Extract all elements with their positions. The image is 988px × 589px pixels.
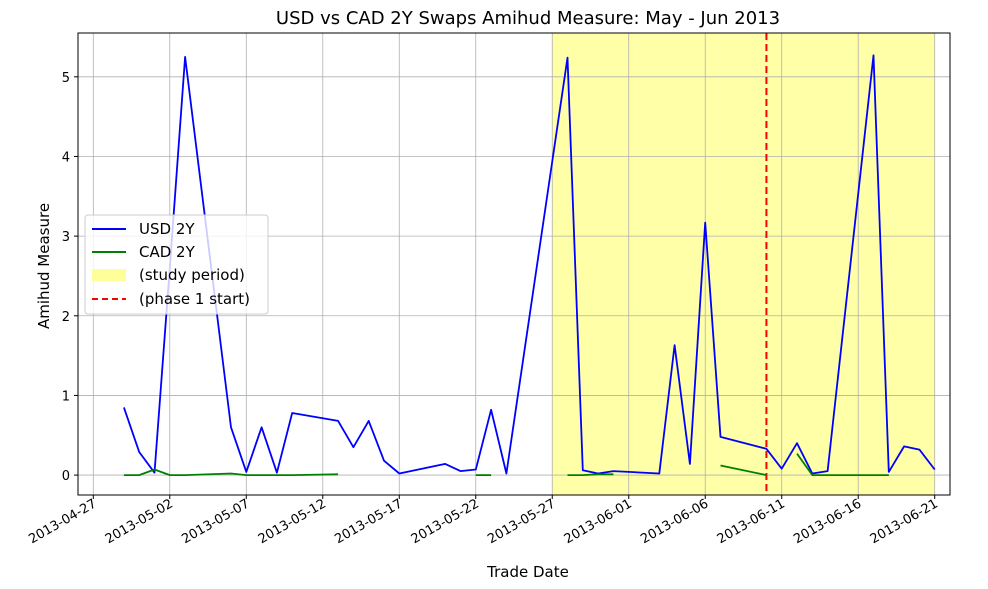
x-tick-label: 2013-05-22 <box>409 496 482 547</box>
x-tick-label: 2013-05-17 <box>332 496 405 547</box>
study-period-band <box>552 33 935 495</box>
y-tick-label: 0 <box>62 469 70 484</box>
x-tick-label: 2013-04-27 <box>26 496 99 547</box>
series-line-cad-2y <box>720 464 767 476</box>
study-period-region <box>552 33 935 495</box>
legend-box <box>84 214 269 315</box>
legend: USD 2Y CAD 2Y (study period) (phase 1 st… <box>84 214 269 315</box>
chart-title: USD vs CAD 2Y Swaps Amihud Measure: May … <box>276 8 780 29</box>
x-axis-title: Trade Date <box>486 563 569 581</box>
x-axis-ticks: 2013-04-27 2013-05-02 2013-05-07 2013-05-12… <box>26 495 941 547</box>
y-axis-ticks: 0 1 2 3 4 5 <box>62 71 78 484</box>
legend-label-usd: USD 2Y <box>139 220 195 238</box>
y-tick-label: 4 <box>62 150 70 165</box>
y-tick-label: 3 <box>62 230 70 245</box>
x-tick-label: 2013-06-21 <box>868 496 941 547</box>
y-tick-label: 1 <box>62 389 70 404</box>
legend-label-cad: CAD 2Y <box>139 243 196 261</box>
series-lines <box>123 54 936 477</box>
x-tick-label: 2013-05-07 <box>179 496 252 547</box>
series-line-cad-2y <box>567 473 614 477</box>
series-line-cad-2y <box>796 453 889 477</box>
x-tick-label: 2013-06-06 <box>638 496 711 547</box>
x-tick-label: 2013-06-01 <box>562 496 635 547</box>
x-tick-label: 2013-05-12 <box>256 496 329 547</box>
x-tick-label: 2013-06-11 <box>715 496 788 547</box>
y-axis-title: Amihud Measure <box>35 203 53 329</box>
legend-label-phase-1: (phase 1 start) <box>139 290 250 308</box>
plot-frame <box>77 32 951 496</box>
series-line-cad-2y <box>123 468 339 477</box>
legend-label-study-period: (study period) <box>139 266 245 284</box>
grid <box>78 33 950 495</box>
x-tick-label: 2013-05-02 <box>103 496 176 547</box>
legend-swatch-study-period <box>92 269 126 281</box>
y-tick-label: 5 <box>62 71 70 86</box>
series-line-usd-2y <box>123 54 936 475</box>
y-tick-label: 2 <box>62 310 70 325</box>
x-tick-label: 2013-06-16 <box>791 496 864 547</box>
x-tick-label: 2013-05-27 <box>485 496 558 547</box>
